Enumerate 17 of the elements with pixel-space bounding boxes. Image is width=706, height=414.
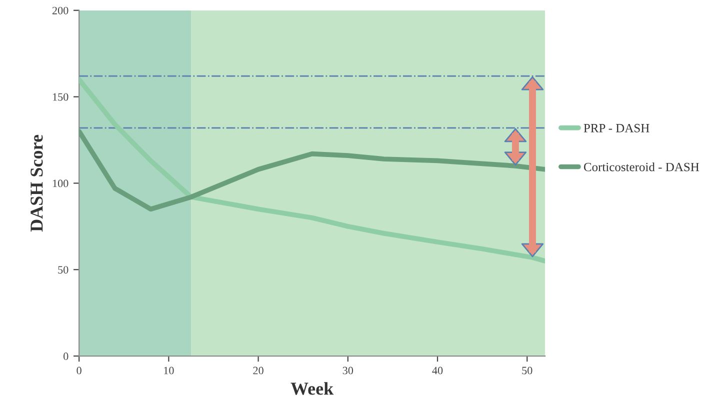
x-tick-label: 50 [522,366,532,374]
line-series [79,128,546,212]
y-tick-label: 50 [58,266,68,274]
x-tick-label: 20 [253,366,264,374]
legend-label: PRP - DASH [584,124,650,132]
y-tick-label: 200 [52,6,68,14]
x-tick-label: 10 [164,366,174,374]
x-tick-label: 40 [432,366,443,374]
y-axis-title: DASH Score [30,134,43,232]
y-tick-label: 150 [52,93,68,101]
y-tick-label: 100 [52,180,68,188]
legend-label: Corticosteroid - DASH [584,162,700,172]
y-tick-label: 0 [64,352,68,360]
x-tick-label: 0 [76,366,82,374]
x-tick-label: 30 [342,366,354,374]
x-axis-title: Week [290,382,334,395]
line-series [79,77,546,264]
